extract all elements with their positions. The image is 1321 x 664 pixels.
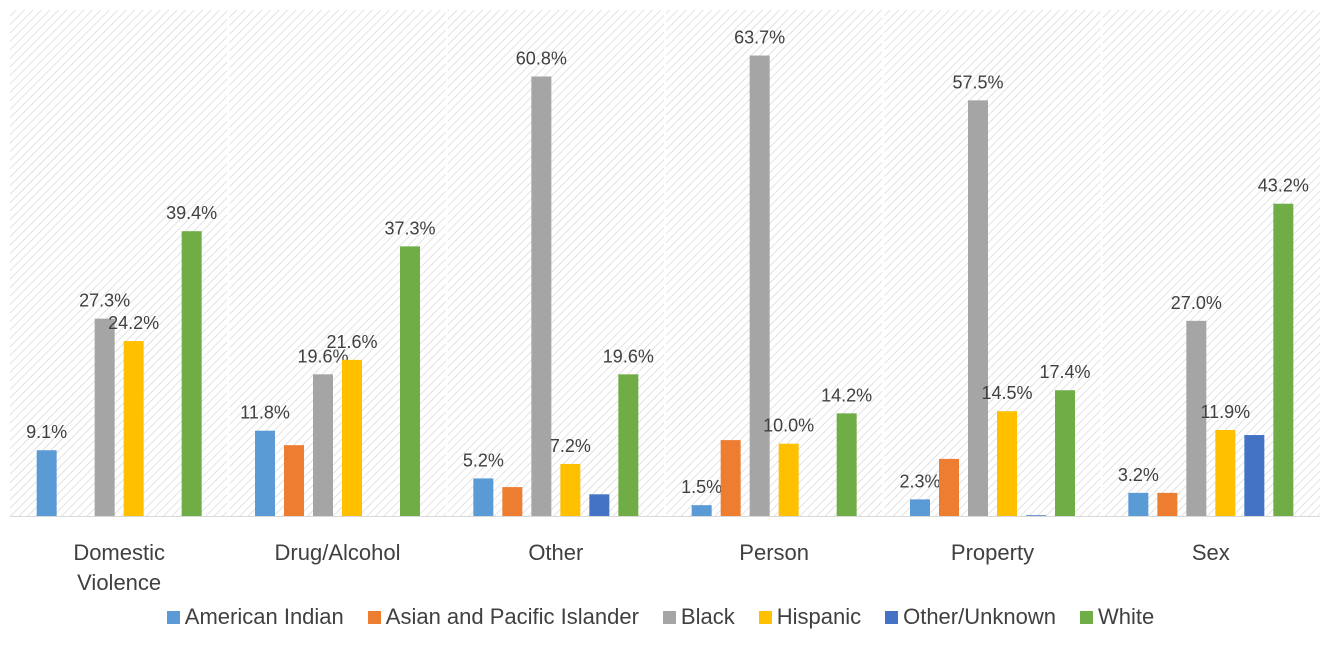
legend-label: White [1097,604,1155,629]
bar [1215,429,1236,516]
legend-swatch [662,610,676,624]
legend-label: Other/Unknown [903,604,1056,629]
bar [1157,492,1178,516]
data-label: 17.4% [1039,362,1090,382]
x-tick-label: Sex [1191,540,1230,565]
bar [284,445,304,516]
legend-label: Hispanic [776,604,862,629]
data-label: 57.5% [952,72,1003,92]
data-label: 43.2% [1258,176,1309,196]
legend-swatch [758,610,772,624]
bar [968,100,988,516]
bar [910,499,930,516]
x-tick-label: Person [739,540,810,565]
legend-label: American Indian [184,604,344,629]
data-label: 37.3% [384,218,435,238]
data-label: 11.8% [240,403,290,423]
bar [1026,515,1046,516]
legend-swatch [1079,610,1093,624]
legend-label: Black [680,604,735,629]
x-tick-label: Drug/Alcohol [274,540,401,565]
bar [94,318,115,516]
data-label: 7.2% [550,436,591,456]
legend-item: White [1079,604,1155,630]
data-label: 19.6% [603,346,654,366]
data-label: 63.7% [734,28,785,48]
data-label: 11.9% [1200,402,1250,422]
bar [836,413,857,516]
legend-item: Asian and Pacific Islander [367,604,639,630]
legend-label: Asian and Pacific Islander [385,604,639,629]
legend-swatch [885,610,899,624]
bar [255,430,275,516]
x-tick-label: Property [950,540,1035,565]
x-tick-label: Domestic Violence [73,540,165,595]
data-label: 60.8% [516,49,567,69]
bar [313,374,333,516]
data-label: 14.2% [821,385,872,405]
bar [473,478,494,516]
data-label: 9.1% [26,422,67,442]
bar [1128,492,1149,516]
bar [181,231,202,517]
data-label: 5.2% [463,450,504,470]
data-label: 2.3% [899,471,940,491]
legend-item: American Indian [166,604,344,630]
bar [997,411,1017,516]
legend: American Indian Asian and Pacific Islande… [0,604,1321,630]
data-label: 3.2% [1118,465,1159,485]
data-label: 19.6% [297,346,348,366]
bar [720,440,741,516]
bar [1244,435,1265,516]
data-label: 14.5% [981,383,1032,403]
x-tick-label: Other [528,540,584,565]
legend-item: Other/Unknown [885,604,1056,630]
bar [400,246,420,517]
data-label: 39.4% [166,203,217,223]
bar [1186,320,1207,516]
bar [531,76,552,516]
bar [1273,203,1294,516]
data-label: 10.0% [763,416,814,436]
data-label: 27.0% [1171,293,1222,313]
legend-swatch [367,610,381,624]
bar [778,443,799,516]
legend-item: Black [662,604,735,630]
bar [749,55,770,516]
legend-item: Hispanic [758,604,862,630]
bar [502,487,523,516]
bar [589,494,610,516]
data-label: 1.5% [681,477,722,497]
legend-swatch [166,610,180,624]
bar [1055,390,1075,516]
data-label: 24.2% [108,313,159,333]
bar [691,505,712,516]
data-label: 27.3% [79,291,130,311]
bar [123,341,144,516]
bar [36,450,57,516]
bar [560,463,581,516]
bar [939,458,959,516]
data-label: 21.6% [326,332,377,352]
bar [342,359,362,516]
bar [618,374,639,516]
